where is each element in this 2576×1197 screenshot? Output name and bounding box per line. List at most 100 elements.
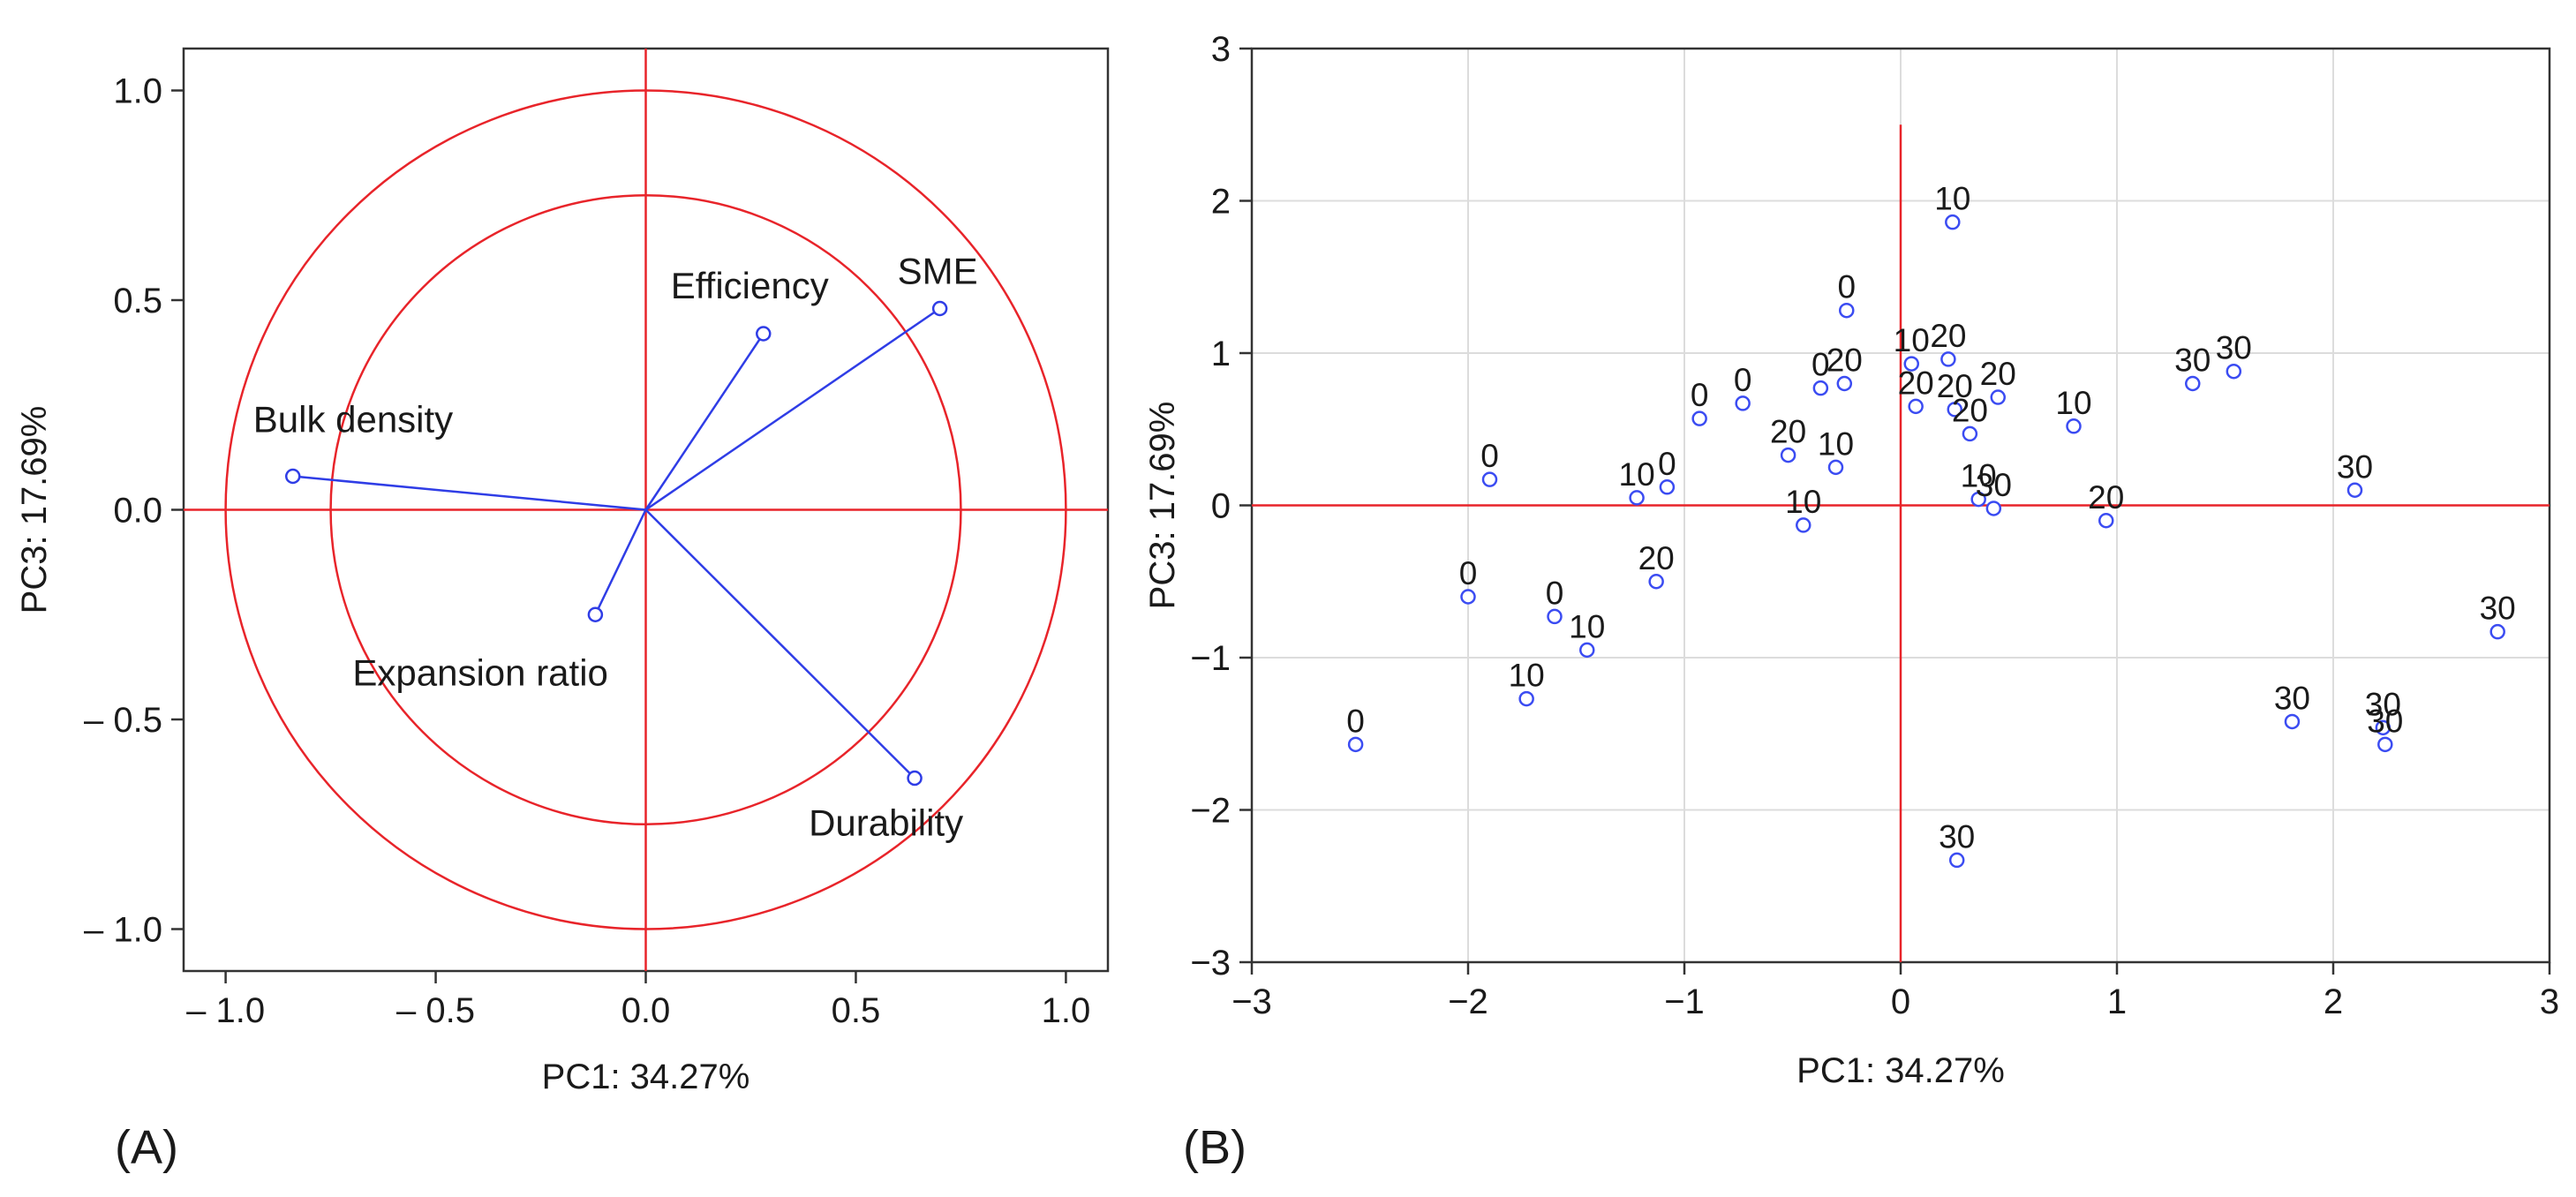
score-point-label: 10 (1934, 181, 1970, 217)
score-point (1547, 608, 1563, 625)
score-point-label: 0 (1734, 362, 1752, 398)
inner-correlation-circle (329, 194, 962, 825)
y-tick-label: – 1.0 (84, 911, 162, 950)
score-point (1812, 380, 1829, 396)
score-point (1347, 736, 1364, 753)
loading-vector (644, 333, 765, 511)
variable-label: Efficiency (671, 265, 829, 306)
score-point-label: 20 (1638, 540, 1675, 576)
score-point (2489, 623, 2505, 640)
x-axis-title: PC1: 34.27% (1796, 1051, 2005, 1090)
score-point (1948, 852, 1965, 869)
score-point-label: 10 (1818, 425, 1854, 462)
panel-b: −3 −2 −1 0 1 2 3 −3 −2 −1 0 1 2 3 PC1: 34.27% PC3: 17.6… (1143, 30, 2559, 1174)
loading-vector (644, 508, 915, 779)
y-tick-label: 0.0 (113, 492, 162, 531)
y-axis-title: PC3: 17.69% (1143, 402, 1182, 610)
score-point-label: 20 (1952, 392, 1988, 428)
score-point-label: 10 (1894, 322, 1930, 358)
loading-vector-end (587, 606, 604, 622)
y-tick-label: 2 (1211, 183, 1231, 222)
score-point-label: 10 (1619, 456, 1655, 493)
outer-correlation-circle (224, 89, 1067, 930)
y-tick-label: 3 (1211, 30, 1231, 69)
score-point-label: 30 (2174, 343, 2211, 379)
panel-a: – 1.0 – 0.5 0.0 0.5 1.0 – 1.0 – 0.5 0.0 0.5 1.0 PC… (15, 47, 1110, 1174)
score-point (1985, 501, 2002, 516)
score-point-label: 30 (2367, 703, 2403, 739)
y-tick-label: 0 (1211, 487, 1231, 526)
y-tick-label: 1.0 (113, 72, 162, 111)
score-point (1481, 471, 1498, 487)
score-point-label: 10 (1785, 484, 1821, 520)
score-point-label: 20 (1930, 318, 1966, 354)
score-point-label: 20 (1827, 343, 1863, 379)
x-tick-label: – 1.0 (186, 991, 265, 1030)
score-point-label: 10 (2055, 385, 2091, 421)
score-point-label: 0 (1480, 438, 1499, 474)
score-point (1945, 214, 1961, 230)
x-tick-label: 0.0 (621, 991, 671, 1030)
y-tick-label: 0.5 (113, 282, 162, 320)
score-point-label: 0 (1459, 555, 1478, 591)
score-point (2226, 363, 2242, 380)
score-point (2066, 418, 2082, 434)
score-point (1839, 302, 1855, 319)
score-point (1962, 425, 1978, 442)
score-point-label: 20 (1770, 414, 1806, 450)
loading-vector (594, 508, 647, 615)
variable-label: Bulk density (253, 399, 453, 440)
variable-label: Durability (809, 802, 963, 844)
loading-vector (292, 475, 646, 511)
score-point (2377, 736, 2393, 753)
x-tick-label: −3 (1232, 982, 1272, 1021)
score-point-label: 0 (1658, 446, 1676, 482)
score-point (2346, 482, 2363, 498)
score-point (1908, 398, 1924, 415)
variable-label: SME (898, 251, 978, 292)
score-point-label: 20 (1937, 368, 1973, 404)
score-point (1659, 479, 1676, 495)
loading-vector (644, 307, 941, 511)
loading-vector-end (931, 300, 948, 317)
score-point-label: 10 (1569, 608, 1605, 644)
y-tick-label: 1 (1211, 335, 1231, 373)
x-tick-label: 2 (2324, 982, 2343, 1021)
score-point-label: 20 (1980, 356, 2016, 392)
score-point (2185, 375, 2201, 392)
score-point-label: 30 (2274, 680, 2310, 716)
x-tick-label: 3 (2540, 982, 2559, 1021)
score-point-label: 0 (1346, 703, 1365, 739)
score-point-label: 10 (1509, 658, 1545, 694)
loading-vector-end (756, 326, 772, 342)
score-point (1796, 517, 1811, 533)
x-tick-label: 1.0 (1042, 991, 1091, 1030)
score-point-label: 20 (1898, 365, 1934, 401)
y-tick-label: −1 (1190, 639, 1231, 678)
panel-label-a: (A) (115, 1121, 178, 1174)
score-point (1903, 356, 1919, 372)
score-point-label: 20 (2088, 479, 2124, 516)
score-point (1780, 447, 1796, 463)
x-tick-label: 0 (1891, 982, 1910, 1021)
y-tick-label: −3 (1190, 944, 1231, 982)
score-point (1947, 402, 1962, 418)
score-point-label: 0 (1837, 269, 1856, 305)
y-axis-title: PC3: 17.69% (15, 406, 54, 614)
x-tick-label: – 0.5 (396, 991, 475, 1030)
score-point-label: 0 (1546, 575, 1564, 611)
score-point (2098, 513, 2114, 529)
score-point-label: 0 (1811, 347, 1830, 383)
score-point-label: 0 (1691, 377, 1709, 413)
score-point (1990, 389, 2006, 405)
score-point (2284, 713, 2301, 730)
score-point (1691, 410, 1707, 426)
loading-vector-end (907, 770, 923, 787)
score-point (1735, 395, 1751, 411)
score-point (1629, 490, 1645, 506)
y-tick-label: −2 (1190, 792, 1231, 831)
score-point-label: 30 (2216, 330, 2252, 366)
score-point-label: 30 (2480, 591, 2516, 627)
